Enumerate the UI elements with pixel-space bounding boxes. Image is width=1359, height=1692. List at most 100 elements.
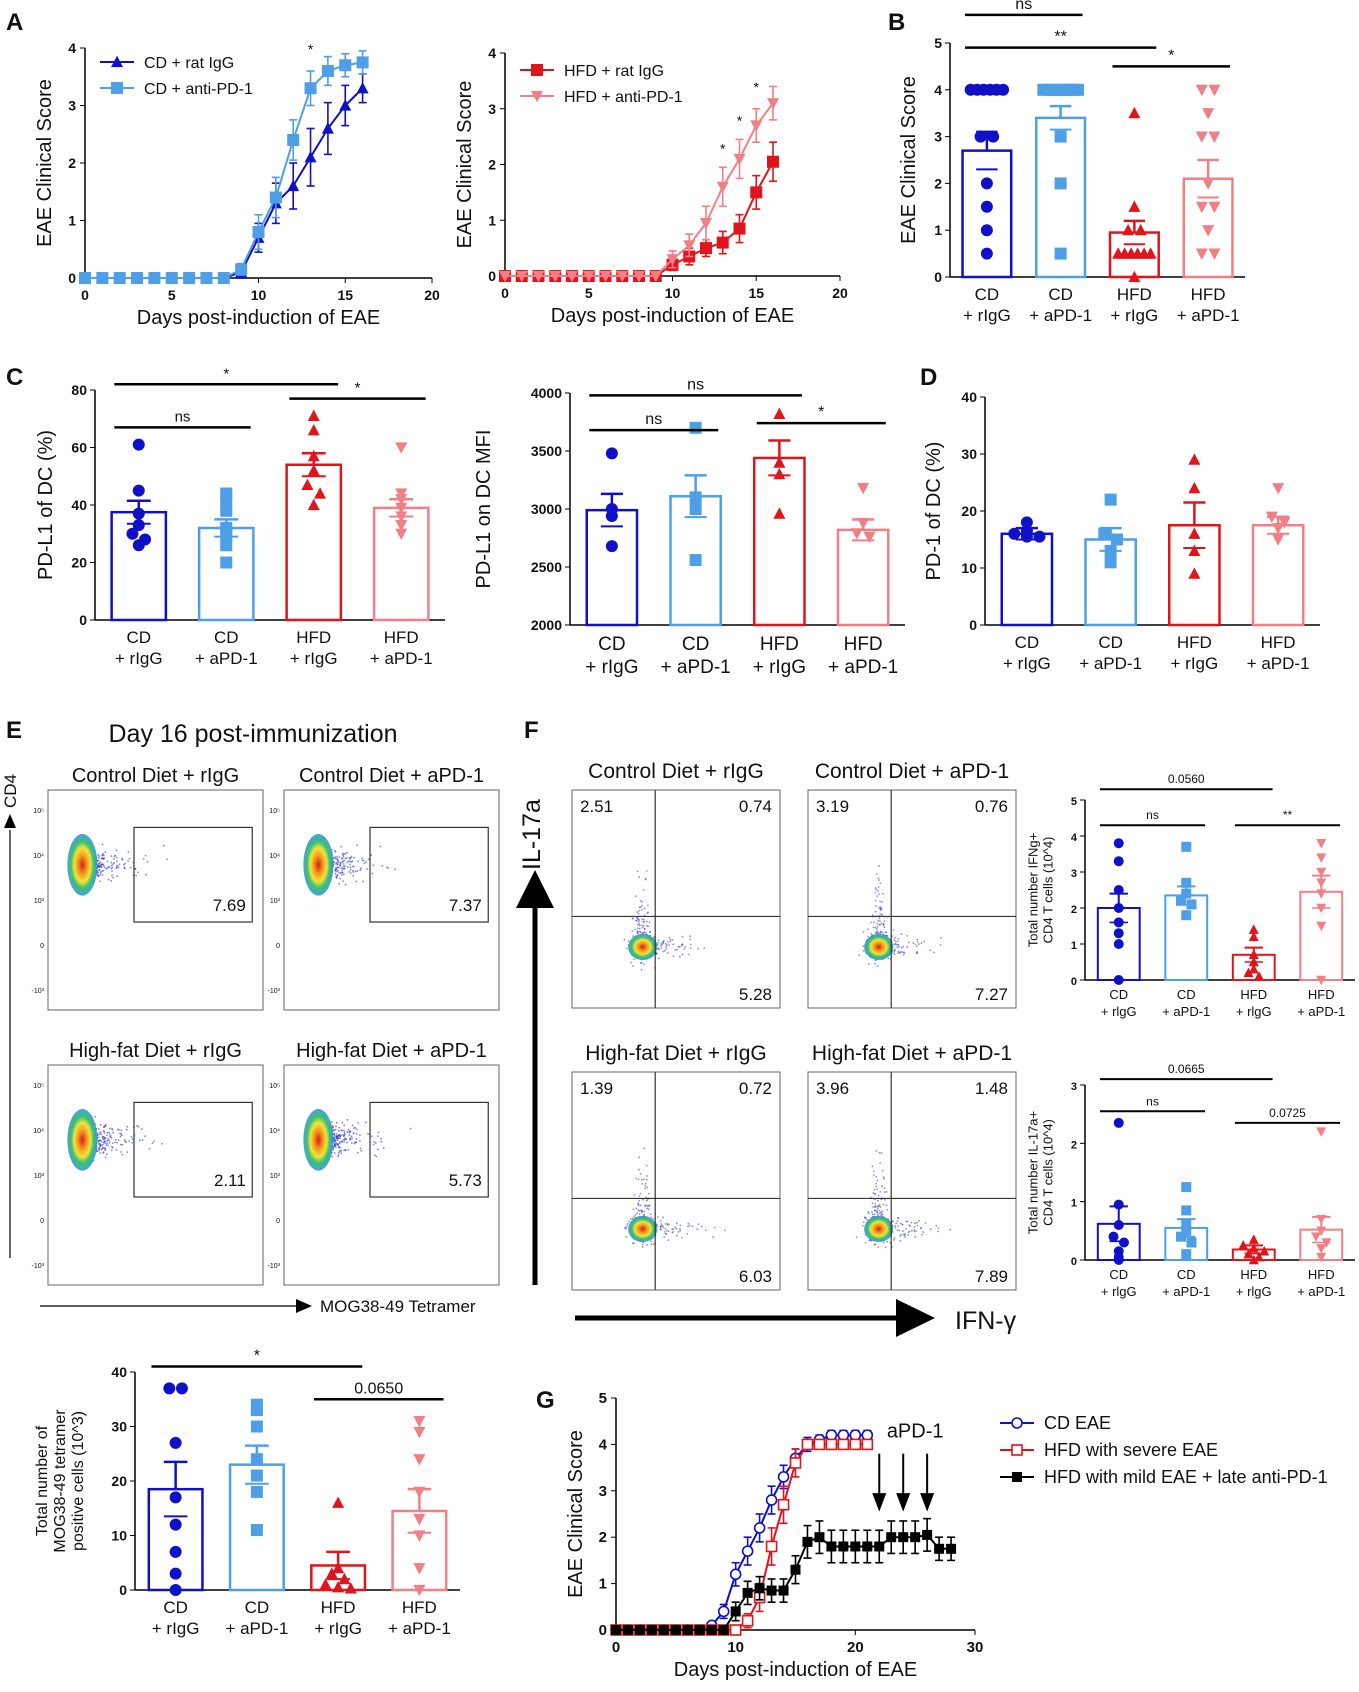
data-point [1008, 527, 1021, 540]
flow-y-tick-label: -10³ [32, 1263, 45, 1270]
event-dot [102, 864, 105, 867]
bar [110, 510, 168, 622]
data-point [689, 554, 702, 567]
event-dot [642, 921, 645, 923]
event-dot [340, 871, 343, 874]
event-dot [107, 878, 110, 881]
data-point [1195, 131, 1208, 143]
event-dot [97, 854, 100, 856]
data-point [532, 270, 545, 283]
event-dot [877, 1213, 879, 1216]
event-dot [904, 1235, 906, 1238]
event-dot [343, 1138, 346, 1141]
event-dot [380, 1140, 383, 1143]
event-dot [915, 1230, 918, 1232]
event-dot [100, 1133, 103, 1136]
event-dot [637, 912, 640, 915]
event-dot [884, 931, 887, 933]
y-tick-label: 3 [1071, 1081, 1077, 1093]
data-point [344, 1582, 357, 1594]
y-tick-label: 4 [1071, 832, 1078, 844]
event-dot [355, 880, 358, 883]
data-point [1316, 1226, 1327, 1237]
event-dot [639, 931, 642, 933]
event-dot [349, 872, 352, 874]
event-dot [949, 1228, 952, 1231]
data-point [773, 456, 786, 468]
data-point [1054, 177, 1067, 190]
significance-label: 0.0725 [1269, 1106, 1306, 1120]
bar-group-0 [110, 438, 168, 622]
quadrant-ur-value: 1.48 [975, 1079, 1008, 1098]
data-point [670, 1625, 681, 1635]
category-label: HFD [1177, 633, 1212, 652]
event-dot [98, 1147, 101, 1150]
event-dot [104, 851, 107, 854]
event-dot [372, 1143, 375, 1146]
event-dot [99, 880, 101, 883]
event-dot [893, 1238, 896, 1241]
data-point [1272, 523, 1285, 535]
event-dot [641, 918, 644, 921]
data-point [1113, 1117, 1124, 1128]
event-dot [643, 931, 646, 934]
event-dot [101, 857, 104, 860]
y-axis-label: MOG38-49 tetramer [52, 1409, 69, 1553]
event-dot [382, 1147, 385, 1150]
event-dot [98, 855, 101, 858]
event-dot [338, 883, 341, 885]
data-point [1104, 493, 1117, 506]
event-dot [871, 1213, 874, 1216]
data-point [339, 59, 352, 72]
event-dot [902, 953, 905, 956]
data-point [1202, 108, 1215, 120]
event-dot [342, 865, 345, 868]
event-dot [115, 865, 118, 867]
event-dot [879, 1162, 882, 1164]
data-point [729, 1568, 742, 1581]
data-point [1316, 878, 1327, 889]
event-dot [660, 1228, 663, 1231]
data-point [96, 272, 109, 284]
data-point [605, 540, 618, 553]
event-dot [879, 913, 882, 915]
event-dot [900, 946, 903, 949]
event-dot [346, 1131, 349, 1133]
event-dot [351, 865, 354, 868]
y-tick-label: 40 [961, 389, 977, 405]
event-dot [346, 861, 349, 864]
event-dot [336, 861, 338, 864]
event-dot [678, 945, 681, 948]
event-dot [876, 1204, 879, 1207]
gate-box [369, 1101, 489, 1198]
event-dot [936, 1230, 939, 1233]
event-dot [375, 1155, 378, 1158]
event-dot [381, 864, 384, 867]
data-point [235, 263, 248, 276]
bar [585, 508, 639, 627]
event-dot [913, 1228, 915, 1231]
event-dot [638, 927, 641, 930]
data-point [1202, 225, 1215, 237]
data-point [778, 1585, 789, 1596]
event-dot [879, 906, 882, 909]
event-dot [342, 854, 345, 857]
data-point [980, 224, 993, 237]
data-point [413, 1426, 426, 1439]
event-dot [371, 872, 374, 875]
flow-e-y-label: CD4 [1, 774, 20, 808]
event-dot [370, 1135, 373, 1138]
event-dot [137, 1125, 140, 1128]
event-dot [862, 931, 865, 934]
data-point [1104, 544, 1117, 557]
event-dot [648, 931, 651, 934]
y-tick-label: 4 [488, 45, 496, 61]
significance-label: ns [1146, 808, 1159, 822]
data-point [304, 82, 317, 95]
flow-plot-frame [283, 1064, 500, 1286]
quadrant-lr-value: 7.27 [975, 985, 1008, 1004]
category-sublabel: + rlgG [1236, 1004, 1272, 1019]
event-dot [111, 874, 113, 877]
event-dot [891, 1220, 894, 1223]
event-dot [672, 943, 675, 946]
